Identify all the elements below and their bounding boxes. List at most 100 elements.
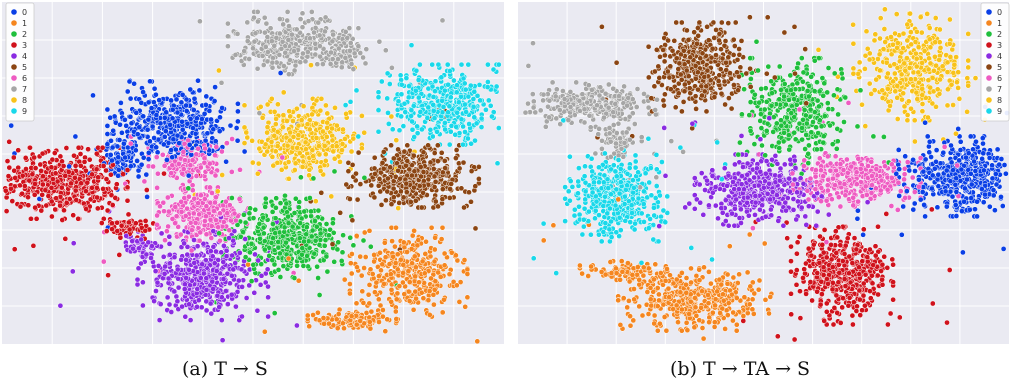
data-point-3	[54, 178, 61, 185]
data-point-0	[202, 137, 209, 144]
data-point-2	[331, 258, 338, 265]
data-point-1	[335, 311, 342, 317]
data-point-8	[359, 145, 365, 152]
data-point-9	[414, 123, 420, 130]
data-point-2	[338, 258, 345, 264]
data-point-6	[178, 198, 185, 205]
data-point-0	[179, 91, 186, 98]
data-point-3	[105, 272, 111, 279]
data-point-8	[328, 193, 335, 200]
data-point-4	[194, 303, 200, 310]
data-point-3	[797, 288, 803, 295]
data-point-0	[145, 116, 152, 123]
data-point-1	[361, 265, 367, 271]
data-point-8	[280, 124, 286, 131]
data-point-2	[330, 229, 337, 236]
data-point-5	[468, 198, 474, 205]
data-point-1	[377, 302, 384, 309]
data-point-2	[323, 253, 330, 260]
data-point-9	[408, 107, 415, 114]
data-point-4	[197, 275, 204, 281]
data-point-0	[277, 70, 284, 76]
data-point-9	[429, 61, 436, 68]
data-point-9	[417, 61, 423, 68]
data-point-8	[244, 134, 251, 141]
data-point-3	[22, 155, 29, 161]
data-point-3	[39, 191, 46, 198]
data-point-1	[353, 300, 360, 307]
data-point-5	[347, 196, 353, 202]
data-point-4	[171, 254, 178, 261]
data-point-4	[166, 301, 173, 308]
data-point-6	[206, 160, 213, 167]
data-point-0	[140, 154, 147, 161]
data-point-4	[166, 241, 173, 247]
data-point-1	[456, 299, 463, 305]
data-point-3	[59, 217, 66, 223]
data-point-3	[143, 187, 150, 193]
data-point-8	[334, 122, 340, 129]
data-point-0	[145, 99, 152, 106]
data-point-2	[309, 227, 316, 234]
data-point-6	[184, 205, 190, 212]
data-point-3	[57, 202, 63, 209]
data-point-1	[393, 296, 400, 303]
data-point-0	[168, 97, 174, 104]
data-point-9	[413, 67, 420, 74]
data-point-8	[291, 167, 298, 173]
data-point-1	[453, 282, 460, 289]
data-point-6	[201, 159, 208, 166]
data-point-7	[344, 35, 351, 41]
data-point-4	[173, 293, 180, 300]
data-point-9	[385, 110, 391, 116]
data-point-4	[154, 279, 161, 286]
data-point-1	[423, 238, 429, 245]
data-point-7	[342, 55, 349, 61]
data-point-9	[427, 126, 434, 133]
data-point-5	[418, 204, 425, 211]
data-point-7	[282, 49, 289, 56]
data-point-1	[375, 296, 382, 303]
data-point-5	[357, 181, 364, 187]
data-point-8	[322, 157, 329, 164]
data-point-1	[392, 308, 399, 315]
data-point-0	[134, 131, 141, 138]
data-point-8	[270, 162, 277, 169]
data-point-3	[71, 152, 77, 159]
data-point-8	[241, 140, 248, 146]
data-point-4	[134, 281, 141, 288]
data-point-2	[314, 263, 320, 270]
data-point-1	[381, 281, 387, 287]
data-point-4	[257, 281, 264, 288]
data-point-4	[294, 322, 300, 329]
data-point-8	[342, 136, 348, 142]
data-point-1	[446, 271, 453, 278]
data-point-1	[393, 316, 400, 322]
data-point-3	[51, 150, 58, 156]
data-point-4	[231, 228, 238, 234]
data-point-9	[401, 100, 408, 107]
data-point-1	[366, 282, 373, 288]
data-point-6	[212, 172, 219, 179]
data-point-5	[390, 194, 397, 201]
data-point-0	[104, 123, 111, 129]
data-point-0	[216, 128, 223, 135]
data-point-9	[462, 129, 468, 135]
data-point-2	[250, 215, 257, 221]
data-point-1	[464, 271, 471, 277]
data-point-4	[223, 288, 229, 294]
data-point-2	[272, 230, 279, 236]
data-point-0	[241, 148, 248, 155]
data-point-7	[271, 42, 278, 49]
data-point-4	[191, 260, 198, 266]
data-point-7	[262, 44, 269, 50]
data-point-9	[447, 128, 454, 135]
data-point-7	[322, 14, 329, 21]
data-point-1	[412, 288, 419, 295]
data-point-4	[191, 237, 197, 243]
data-point-1	[427, 253, 434, 260]
data-point-9	[448, 123, 455, 129]
data-point-2	[350, 242, 357, 249]
data-point-1	[409, 260, 415, 267]
data-point-6	[155, 170, 161, 177]
